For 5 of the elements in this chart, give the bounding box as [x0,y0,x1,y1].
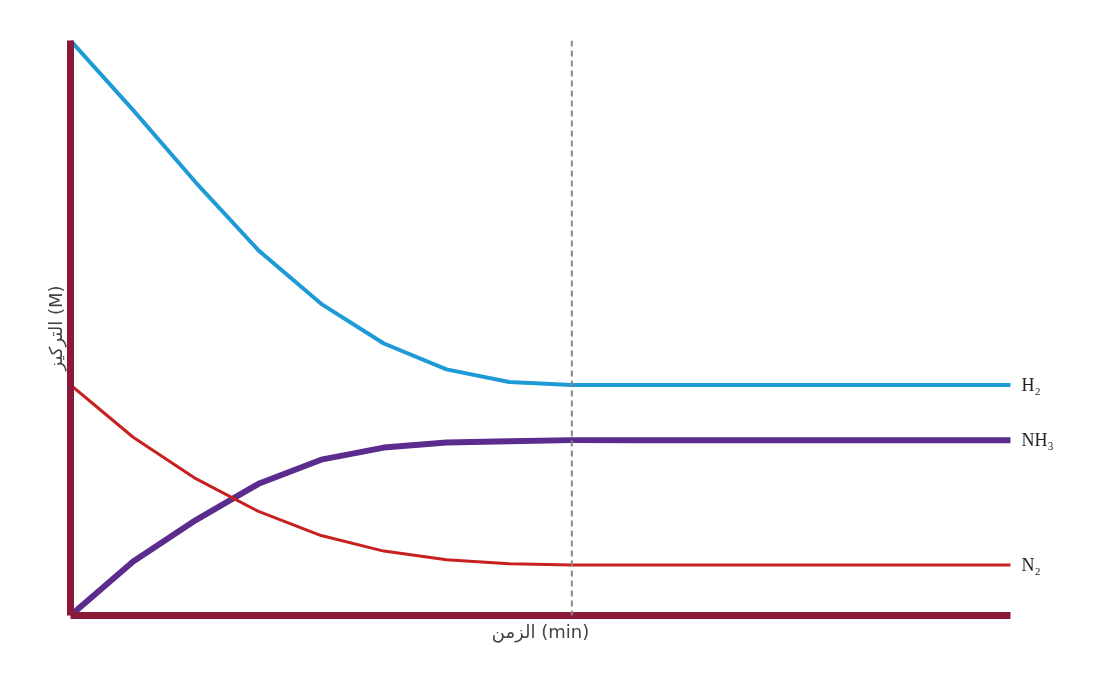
series-label: N₂ [1021,554,1041,575]
series-label: H₂ [1021,374,1041,395]
y-axis-title: التركيز (M) [44,285,67,372]
x-axis-title: الزمن (min) [491,620,590,643]
series-label: NH₃ [1021,430,1054,451]
